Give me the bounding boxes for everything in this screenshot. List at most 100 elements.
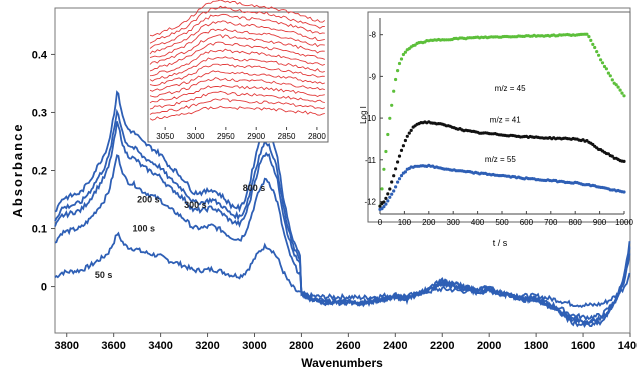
main-chart: 3800 3600 3400 3200 3000 2800 2600 2400 2200 2000… bbox=[10, 7, 637, 370]
inset-mass-spec-x-tick-label: 700 bbox=[544, 218, 558, 227]
inset-mass-spec-point bbox=[390, 192, 394, 196]
inset-mass-spec-point bbox=[399, 57, 404, 61]
inset-mass-spec-point bbox=[382, 200, 386, 204]
inset-mass-spec-x-tick-label: 900 bbox=[593, 218, 607, 227]
inset-mass-spec-point bbox=[589, 38, 593, 43]
inset-mass-spec-point bbox=[380, 207, 384, 211]
inset-mass-spec-series-label: m/z = 45 bbox=[495, 84, 526, 93]
main-x-tick-label: 3600 bbox=[101, 340, 125, 352]
inset-red-x-tick-label: 3050 bbox=[156, 132, 174, 141]
inset-mass-spec-point bbox=[384, 196, 388, 200]
inset-mass-spec-point bbox=[384, 202, 388, 206]
inset-mass-spec-point bbox=[392, 189, 396, 193]
inset-mass-spec-point bbox=[388, 187, 392, 191]
inset-mass-spec-point bbox=[394, 77, 398, 82]
inset-red-background bbox=[147, 11, 329, 143]
inset-red-curve bbox=[149, 5, 325, 44]
inset-mass-spec-point bbox=[595, 50, 599, 54]
inset-mass-spec-y-tick-label: -8 bbox=[369, 31, 377, 40]
inset-mass-spec-point bbox=[606, 71, 611, 75]
inset-mass-spec-y-tick-label: -10 bbox=[364, 114, 376, 123]
inset-mass-spec-point bbox=[388, 195, 392, 199]
inset-mass-spec-point bbox=[409, 128, 413, 132]
inset-mass-spec-y-tick-label: -12 bbox=[364, 197, 376, 206]
inset-red-chart: 3050 3000 2950 2900 2850 2800 bbox=[147, 0, 329, 143]
inset-mass-spec-point bbox=[396, 160, 400, 164]
inset-mass-spec-point bbox=[591, 42, 595, 47]
inset-mass-spec-point bbox=[614, 83, 618, 87]
main-x-tick-label: 3200 bbox=[195, 340, 219, 352]
inset-mass-spec-point bbox=[622, 159, 626, 163]
inset-red-curve bbox=[149, 105, 325, 121]
inset-red-x-tick-label: 2950 bbox=[217, 132, 235, 141]
main-series-group: 50 s 100 s 200 s 300 s 800 s bbox=[54, 90, 631, 328]
main-x-tick-label: 3800 bbox=[54, 340, 78, 352]
inset-mass-spec-point bbox=[392, 89, 396, 93]
main-series-label: 800 s bbox=[243, 183, 266, 193]
inset-mass-spec-x-tick-label: 800 bbox=[569, 218, 583, 227]
inset-mass-spec-point bbox=[397, 154, 402, 158]
inset-mass-spec-point bbox=[390, 103, 394, 107]
inset-mass-spec-point bbox=[386, 199, 390, 203]
inset-mass-spec-point bbox=[593, 45, 597, 50]
inset-mass-spec-series-label: m/z = 55 bbox=[485, 155, 516, 164]
inset-mass-spec-y-tick-label: -9 bbox=[369, 72, 377, 81]
inset-red-curve bbox=[149, 98, 325, 115]
main-series-label: 50 s bbox=[95, 270, 113, 280]
inset-mass-spec-x-tick-label: 300 bbox=[447, 218, 461, 227]
inset-mass-spec-series-label: m/z = 41 bbox=[490, 115, 521, 124]
inset-mass-spec-point bbox=[397, 61, 402, 66]
inset-mass-spec-point bbox=[386, 192, 390, 196]
inset-mass-spec-point bbox=[600, 61, 605, 65]
inset-mass-spec-point bbox=[401, 144, 405, 148]
inset-mass-spec-x-tick-label: 600 bbox=[520, 218, 534, 227]
inset-red-x-tick-label: 2800 bbox=[308, 132, 326, 141]
inset-mass-spec-point bbox=[597, 53, 601, 57]
main-y-axis-label: Absorbance bbox=[10, 122, 25, 217]
main-x-tick-label: 2800 bbox=[289, 340, 313, 352]
inset-red-curve bbox=[149, 90, 325, 110]
inset-mass-spec-x-tick-label: 100 bbox=[398, 218, 412, 227]
inset-mass-spec-point bbox=[405, 134, 409, 138]
inset-mass-spec-point bbox=[403, 170, 407, 174]
inset-mass-spec-point bbox=[386, 132, 390, 137]
inset-red-x-tick-label: 2900 bbox=[247, 132, 265, 141]
main-y-tick-label: 0.2 bbox=[32, 166, 47, 178]
inset-mass-spec-axes: 0 100 200 300 400 500 600 700 800 900 1000 -8 -9 -10 -… bbox=[364, 18, 633, 227]
inset-mass-spec-point bbox=[587, 35, 591, 39]
inset-mass-spec-point bbox=[599, 58, 603, 62]
inset-red-curve bbox=[149, 63, 325, 86]
inset-mass-spec-point bbox=[399, 174, 404, 178]
inset-mass-spec-x-tick-label: 400 bbox=[471, 218, 485, 227]
main-x-tick-label: 2000 bbox=[477, 340, 501, 352]
main-x-tick-label: 2200 bbox=[430, 340, 454, 352]
main-x-tick-label: 3400 bbox=[148, 340, 172, 352]
inset-mass-spec-point bbox=[392, 174, 396, 178]
inset-mass-spec-y-axis-label: Log I bbox=[359, 106, 368, 124]
main-series-label: 200 s bbox=[137, 194, 160, 204]
inset-mass-spec-point bbox=[608, 74, 612, 78]
inset-mass-spec-point bbox=[396, 180, 400, 184]
inset-mass-spec-point bbox=[384, 149, 388, 154]
inset-mass-spec-point bbox=[622, 190, 626, 194]
inset-mass-spec-point bbox=[399, 148, 404, 152]
inset-mass-spec-chart: 0 100 200 300 400 500 600 700 800 900 1000 -8 -9 -10 -… bbox=[359, 11, 633, 248]
main-x-tick-label: 1600 bbox=[571, 340, 595, 352]
inset-red-curve bbox=[149, 41, 325, 72]
inset-red-curve bbox=[149, 28, 325, 59]
inset-mass-spec-x-tick-label: 200 bbox=[422, 218, 436, 227]
main-series-label: 100 s bbox=[132, 223, 155, 233]
inset-mass-spec-x-tick-label: 500 bbox=[495, 218, 509, 227]
main-x-tick-label: 3000 bbox=[242, 340, 266, 352]
inset-mass-spec-point bbox=[622, 94, 626, 98]
inset-mass-spec-point bbox=[602, 64, 607, 69]
inset-mass-spec-point bbox=[618, 88, 622, 92]
main-series-line bbox=[54, 90, 631, 328]
inset-red-curve bbox=[149, 56, 325, 82]
main-series-label: 300 s bbox=[184, 200, 207, 210]
inset-mass-spec-point bbox=[388, 116, 392, 120]
inset-red-curve bbox=[149, 77, 325, 98]
main-x-tick-label: 2600 bbox=[336, 340, 360, 352]
inset-mass-spec-y-tick-label: -11 bbox=[365, 156, 377, 165]
